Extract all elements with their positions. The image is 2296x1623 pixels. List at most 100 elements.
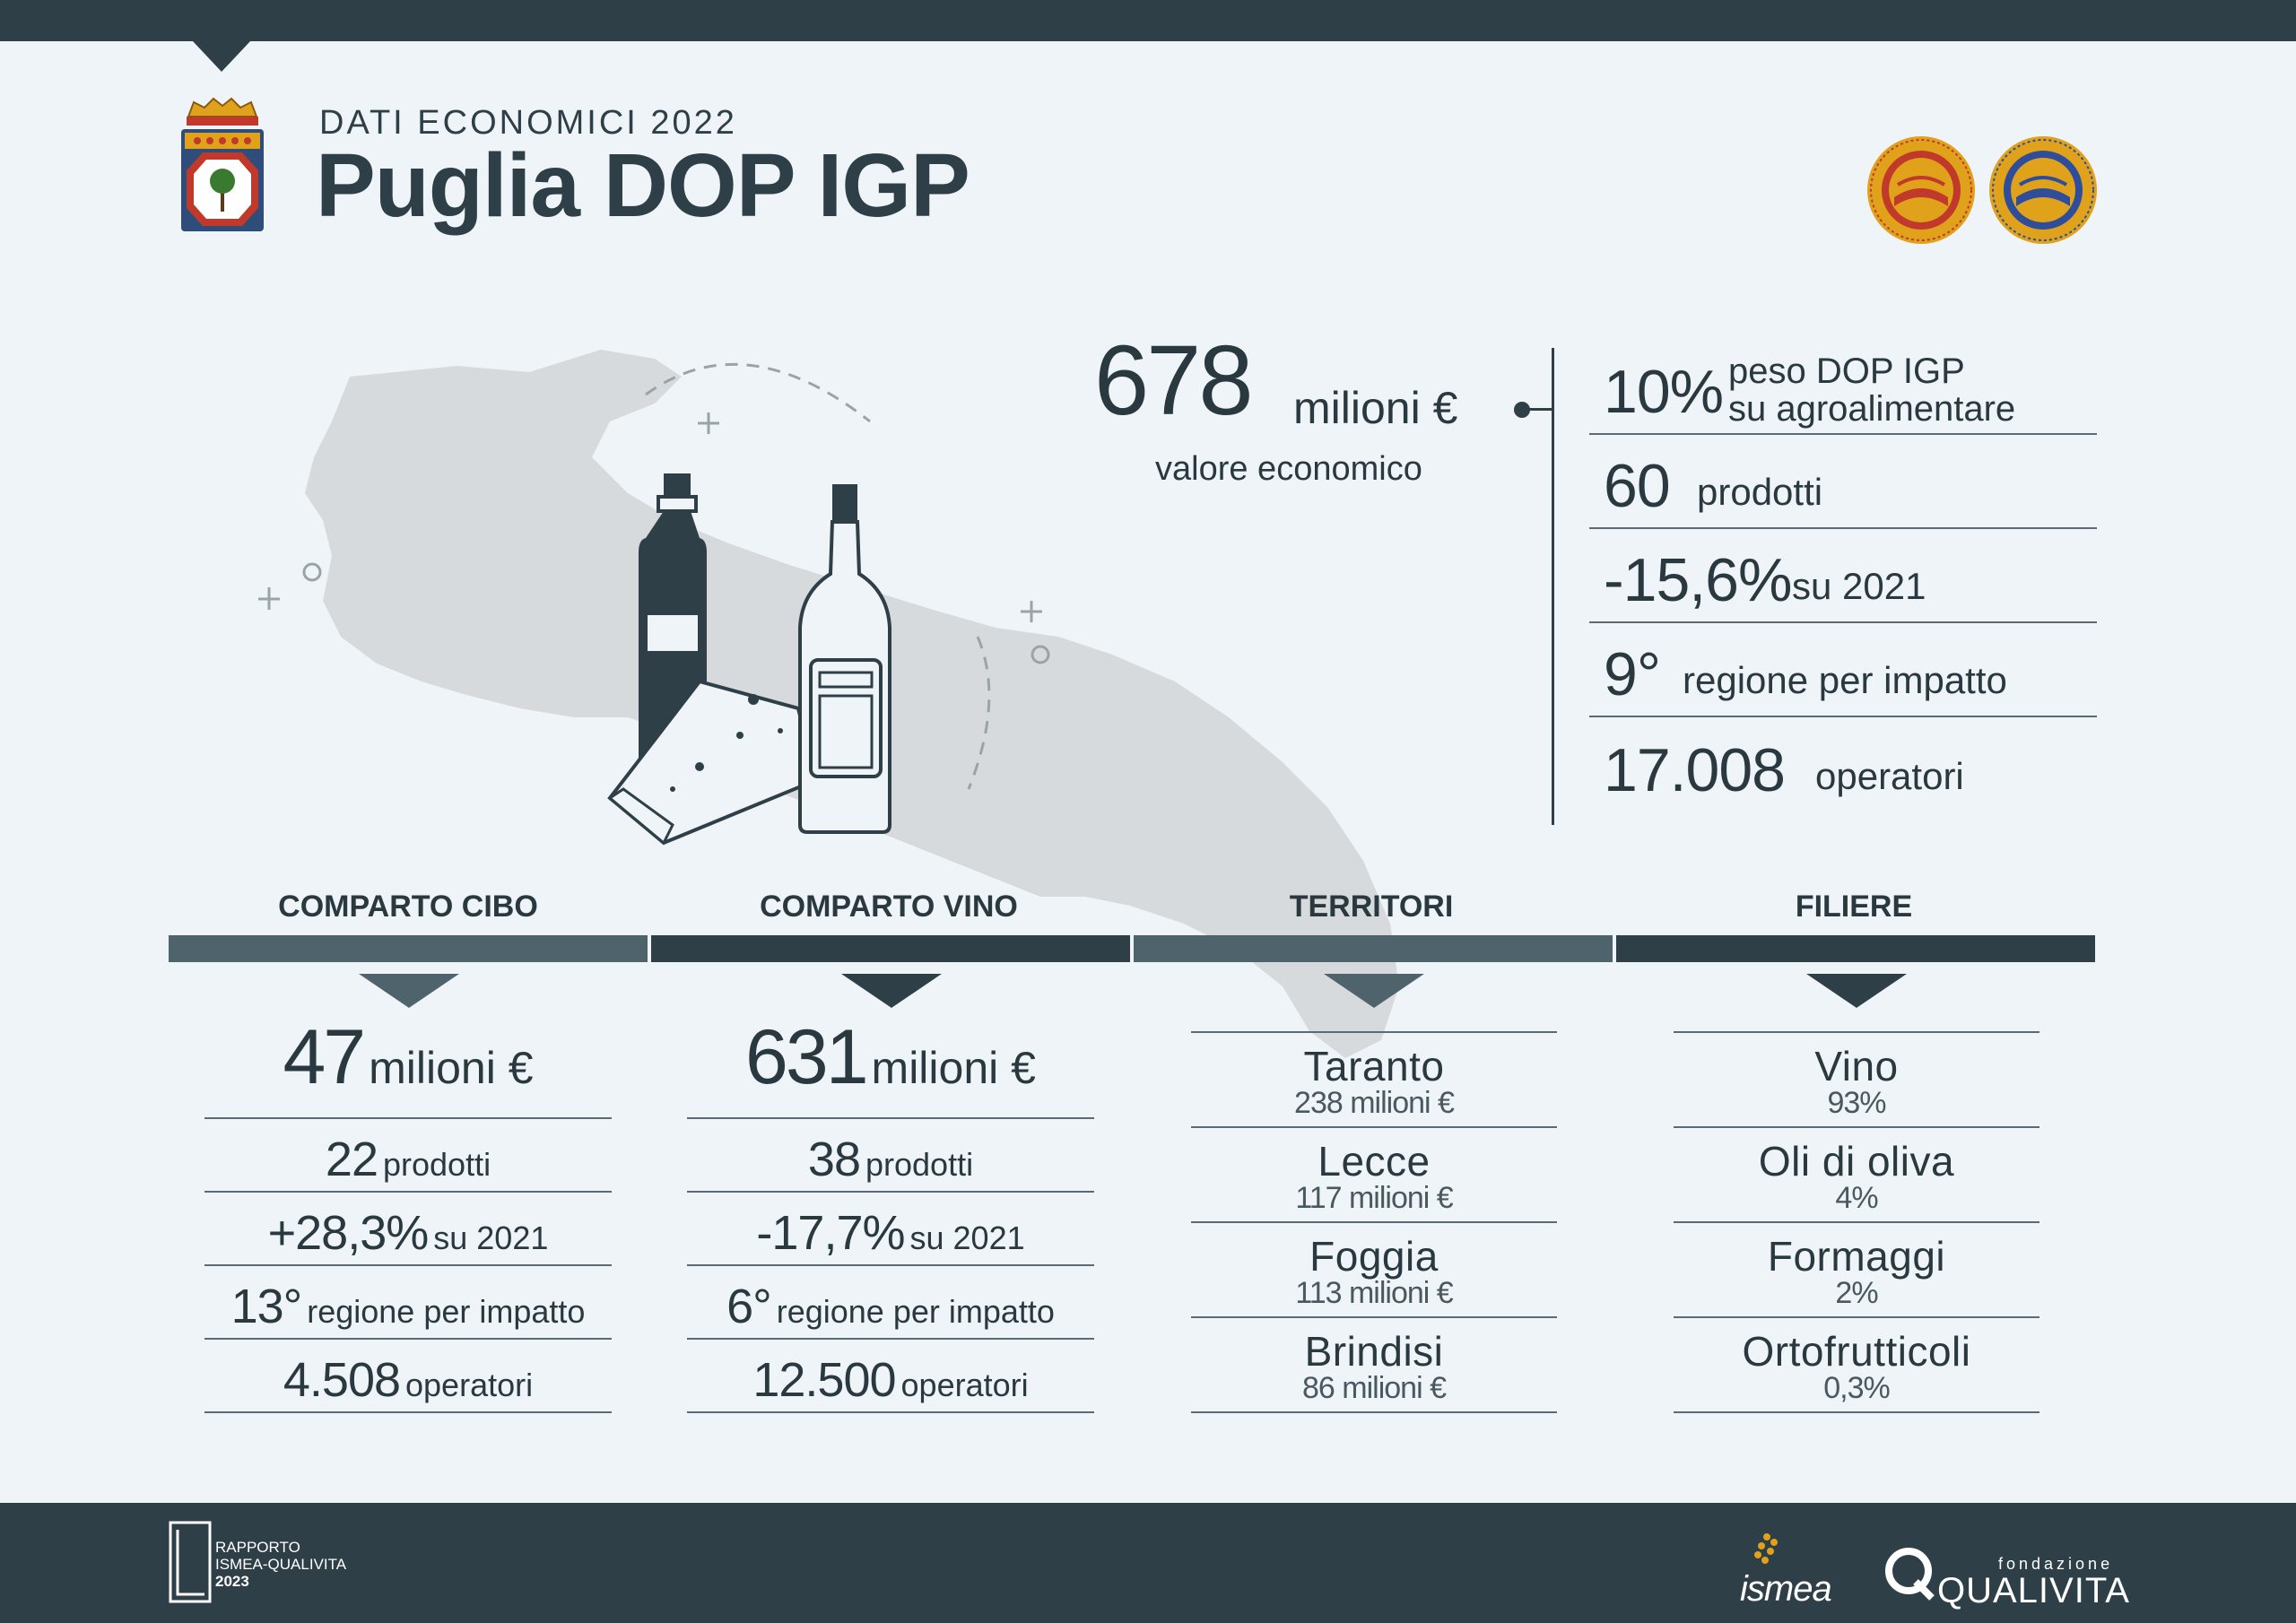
territorio-value: 86 milioni € xyxy=(1302,1371,1447,1405)
stat-label-line2: su agroalimentare xyxy=(1728,389,2016,429)
stat-label-line1: peso DOP IGP xyxy=(1728,352,1965,391)
cibo-row-value: 13° xyxy=(230,1280,303,1333)
sparkle-icon xyxy=(258,412,1042,622)
filiera-value: 0,3% xyxy=(1823,1371,1891,1405)
vino-row-value: 6° xyxy=(726,1280,772,1333)
section-title-territori: TERRITORI xyxy=(1289,890,1454,924)
filiera-name: Ortofrutticoli xyxy=(1742,1328,1971,1375)
filiera-value: 2% xyxy=(1835,1276,1878,1310)
igp-seal-icon xyxy=(1989,136,2097,244)
stat-label: su 2021 xyxy=(1792,565,1926,607)
qualivita-logo-icon xyxy=(1885,1548,1935,1601)
stat-row-variazione: -15,6% su 2021 xyxy=(1589,529,2097,623)
ismea-logo-text: ismea xyxy=(1740,1569,1832,1609)
vino-row-label: prodotti xyxy=(865,1146,974,1183)
vino-value-unit: milioni € xyxy=(871,1043,1036,1093)
territorio-value: 238 milioni € xyxy=(1294,1086,1455,1120)
list-item: Brindisi 86 milioni € xyxy=(1191,1318,1557,1413)
rapporto-text: RAPPORTO ISMEA-QUALIVITA 2023 xyxy=(215,1539,346,1590)
stat-row-operatori: 17.008 operatori xyxy=(1589,717,2097,812)
connector-line xyxy=(1526,408,1553,411)
hero-label: valore economico xyxy=(1155,450,1422,488)
vertical-divider xyxy=(1552,348,1554,825)
list-item: Ortofrutticoli 0,3% xyxy=(1674,1318,2039,1413)
cibo-row-label: regione per impatto xyxy=(307,1293,586,1330)
vino-row: 38 prodotti xyxy=(687,1119,1094,1193)
stat-label: prodotti xyxy=(1697,471,1823,513)
footer-bar xyxy=(0,1503,2296,1623)
cibo-row: 13° regione per impatto xyxy=(204,1266,612,1340)
stat-value: -15,6% xyxy=(1604,546,1792,614)
wine-bottle-icon xyxy=(798,484,891,834)
stat-row-peso: 10% peso DOP IGP su agroalimentare xyxy=(1589,341,2097,435)
dop-seal-icon xyxy=(1867,136,1975,244)
hero-value: 678 xyxy=(1094,325,1254,436)
territorio-name: Brindisi xyxy=(1304,1328,1444,1375)
cibo-row-label: prodotti xyxy=(383,1146,491,1183)
top-bar xyxy=(0,0,2296,41)
top-notch xyxy=(193,41,250,72)
section-title-cibo: COMPARTO CIBO xyxy=(278,890,538,924)
cibo-value-unit: milioni € xyxy=(369,1043,534,1093)
connector-dot xyxy=(1514,402,1530,418)
stat-row-regione: 9° regione per impatto xyxy=(1589,623,2097,717)
section-title-vino: COMPARTO VINO xyxy=(760,890,1018,924)
section-arrow-filiere xyxy=(1806,974,1907,1008)
cibo-row: 4.508 operatori xyxy=(204,1340,612,1413)
page-subtitle: DATI ECONOMICI 2022 xyxy=(319,104,737,142)
qualivita-text: QUALIVITA xyxy=(1937,1571,2130,1610)
cibo-row-label: operatori xyxy=(405,1367,534,1403)
section-arrow-vino xyxy=(841,974,942,1008)
cibo-row-value: 4.508 xyxy=(283,1353,401,1407)
section-bar-filiere xyxy=(1616,935,2095,962)
fondazione-text: fondazione xyxy=(1998,1555,2114,1573)
territorio-name: Taranto xyxy=(1303,1043,1445,1089)
filiera-name: Vino xyxy=(1814,1043,1899,1089)
filiera-value: 93% xyxy=(1827,1086,1886,1120)
filiere-list: Vino 93% Oli di oliva 4% Formaggi 2% Ortofr… xyxy=(1674,1031,2039,1413)
vino-row: 6° regione per impatto xyxy=(687,1266,1094,1340)
vino-row-label: su 2021 xyxy=(909,1219,1025,1256)
section-bar-cibo xyxy=(169,935,648,962)
vino-value-number: 631 xyxy=(745,1014,868,1100)
stat-row-prodotti: 60 prodotti xyxy=(1589,435,2097,529)
filiera-name: Oli di oliva xyxy=(1758,1138,1955,1185)
territorio-value: 117 milioni € xyxy=(1295,1181,1453,1215)
section-bar-vino xyxy=(651,935,1130,962)
section-bar-territori xyxy=(1134,935,1613,962)
territorio-name: Lecce xyxy=(1318,1138,1431,1185)
rapporto-year: 2023 xyxy=(215,1573,249,1590)
cibo-row: 22 prodotti xyxy=(204,1119,612,1193)
stat-label: regione per impatto xyxy=(1683,659,2007,701)
stat-value: 10% xyxy=(1604,358,1724,426)
vino-row-label: operatori xyxy=(900,1367,1029,1403)
vino-row-label: regione per impatto xyxy=(776,1293,1055,1330)
filiera-value: 4% xyxy=(1835,1181,1878,1215)
stat-value: 9° xyxy=(1604,640,1661,708)
cibo-row-value: +28,3% xyxy=(267,1206,430,1260)
list-item: Vino 93% xyxy=(1674,1033,2039,1128)
hero-unit: milioni € xyxy=(1293,383,1458,433)
vino-row-value: 38 xyxy=(807,1133,861,1186)
territorio-name: Foggia xyxy=(1309,1233,1439,1280)
ismea-logo-icon xyxy=(1754,1533,1778,1564)
stats-list: 10% peso DOP IGP su agroalimentare 60 pro… xyxy=(1589,341,2097,812)
cibo-value-number: 47 xyxy=(283,1014,366,1100)
products-illustration xyxy=(607,473,891,846)
vino-row-value: 12.500 xyxy=(752,1353,896,1407)
stat-value: 60 xyxy=(1604,452,1671,520)
rapporto-line1: RAPPORTO xyxy=(215,1539,300,1556)
filiera-name: Formaggi xyxy=(1767,1233,1946,1280)
stat-label: peso DOP IGP su agroalimentare xyxy=(1728,352,2015,428)
section-arrow-territori xyxy=(1324,974,1424,1008)
list-item: Formaggi 2% xyxy=(1674,1223,2039,1318)
list-item: Taranto 238 milioni € xyxy=(1191,1033,1557,1128)
regional-crest-icon xyxy=(181,97,264,231)
stat-value: 17.008 xyxy=(1604,736,1786,804)
territori-list: Taranto 238 milioni € Lecce 117 milioni € … xyxy=(1191,1031,1557,1413)
section-title-filiere: FILIERE xyxy=(1795,890,1913,924)
oil-bottle-icon xyxy=(639,473,707,780)
vino-row-value: -17,7% xyxy=(756,1206,905,1260)
territorio-value: 113 milioni € xyxy=(1295,1276,1453,1310)
vino-row: 12.500 operatori xyxy=(687,1340,1094,1413)
